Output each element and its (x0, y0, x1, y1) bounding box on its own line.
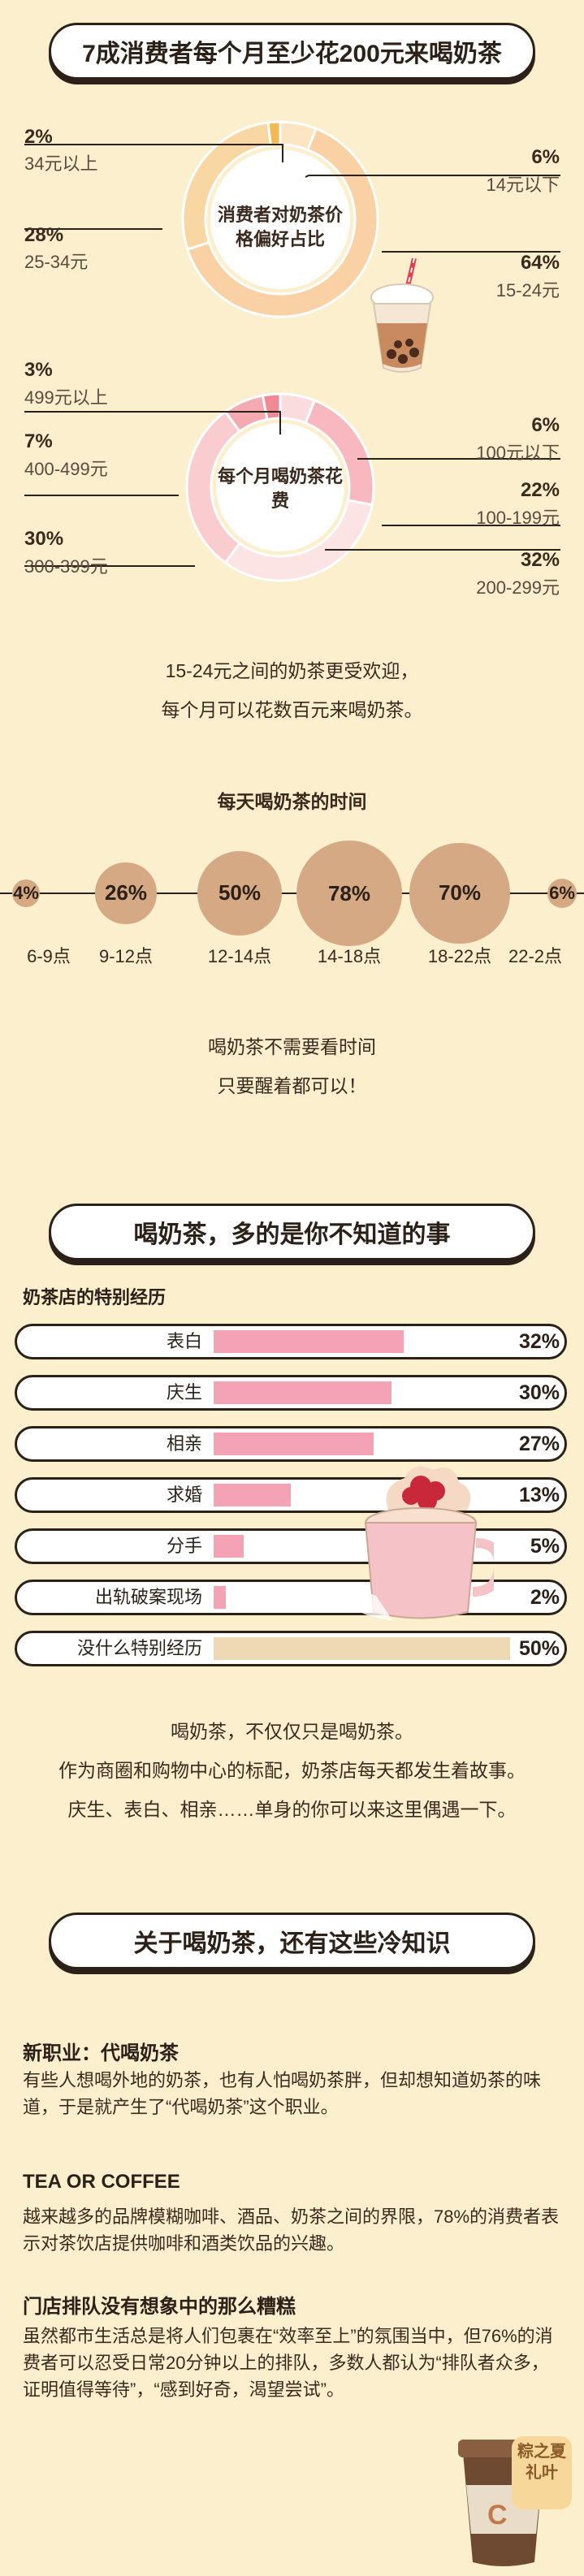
time-bubble-label-5: 22-2点 (508, 946, 563, 966)
donut1-center (210, 149, 350, 289)
donut1-label-2: 6% (531, 146, 560, 168)
bar-row-1: 庆生 30% (15, 1375, 567, 1411)
donut1-center-title: 消费者对奶茶价格偏好占比 (217, 205, 343, 249)
milk-tea-mug-icon (344, 1466, 494, 1620)
story-line-3: 庆生、表白、相亲……单身的你可以来这里偶遇一下。 (67, 1799, 517, 1820)
section3-title: 关于喝奶茶，还有这些冷知识 (49, 1913, 535, 1969)
experience-chart-title: 奶茶店的特别经历 (23, 1287, 167, 1307)
time-bubble-label-1: 9-12点 (98, 946, 154, 966)
svg-text:C: C (487, 2500, 508, 2531)
time-bubble-3: 78% (296, 841, 402, 946)
donut1-label-1: 28% (24, 224, 64, 246)
bar-fill-6 (214, 1637, 510, 1660)
donut2-label-4: 22% (520, 479, 560, 501)
donut2-cat-4: 100-199元 (476, 508, 560, 528)
bar-value-2: 27% (518, 1433, 560, 1455)
fact-1-title: 新职业：代喝奶茶 (23, 2042, 179, 2064)
donut2-cat-2: 300-399元 (24, 556, 108, 577)
time-bubble-5: 6% (547, 878, 578, 909)
donut2-cat-0: 499元以上 (24, 387, 108, 408)
bar-fill-2 (214, 1433, 374, 1455)
bar-row-2: 相亲 27% (15, 1426, 567, 1462)
bar-label-3: 求婚 (166, 1485, 202, 1505)
donut2-label-2: 30% (24, 528, 64, 550)
time-bubble-label-4: 18-22点 (427, 946, 492, 966)
donut1-cat-2: 14元以下 (486, 175, 560, 195)
bar-fill-5 (214, 1586, 226, 1609)
donut1-slice-3 (185, 127, 379, 318)
donut1-label-3: 64% (520, 252, 560, 274)
time-bubble-2: 50% (197, 850, 283, 936)
donut1-cat-1: 25-34元 (24, 252, 89, 272)
price-summary-line-1: 15-24元之间的奶茶更受欢迎， (165, 660, 419, 681)
fact-1-body: 有些人想喝外地的奶茶，也有人怕喝奶茶胖，但却想知道奶茶的味道，于是就产生了“代喝… (23, 2070, 542, 2117)
time-bubble-4: 70% (409, 843, 510, 944)
donut2-cat-5: 200-299元 (476, 577, 560, 598)
donut2-slice-0 (261, 392, 282, 421)
donut2-label-0: 3% (24, 359, 53, 381)
time-chart-title: 每天喝奶茶的时间 (217, 791, 367, 812)
bar-label-2: 相亲 (166, 1433, 202, 1454)
donut2-cat-3: 100元以下 (476, 443, 560, 463)
story-line-1: 喝奶茶，不仅仅只是喝奶茶。 (171, 1721, 413, 1742)
bar-row-5: 出轨破案现场 2% (15, 1580, 567, 1615)
fact-3-title: 门店排队没有想象中的那么糟糕 (23, 2296, 296, 2318)
header-title: 7成消费者每个月至少花200元来喝奶茶 (49, 23, 535, 80)
bubble-tea-cup-icon (370, 258, 434, 373)
donut1-slice-0 (266, 120, 282, 147)
donut1-cat-3: 15-24元 (495, 280, 560, 300)
donut1-cat-0: 34元以上 (24, 153, 98, 174)
donut2-center (216, 423, 344, 551)
section2-title: 喝奶茶，多的是你不知道的事 (49, 1204, 535, 1260)
time-summary-line-1: 喝奶茶不需要看时间 (208, 1036, 376, 1057)
bar-label-1: 庆生 (166, 1382, 202, 1403)
fact-3-body: 虽然都市生活总是将人们包裹在“效率至上”的氛围当中，但76%的消费者可以忍受日常… (23, 2326, 553, 2400)
donut2-label-1: 7% (24, 430, 53, 452)
bar-value-1: 30% (518, 1381, 560, 1404)
bar-label-5: 出轨破案现场 (94, 1587, 202, 1607)
bar-row-3: 求婚 13% (15, 1477, 567, 1513)
donut2-center-title: 每个月喝奶茶花费 (217, 466, 343, 511)
monthly-spend-donut (24, 392, 560, 582)
bar-label-6: 没什么特别经历 (76, 1638, 202, 1658)
price-preference-donut (24, 120, 560, 318)
bar-fill-3 (214, 1484, 291, 1506)
bar-value-5: 2% (530, 1586, 560, 1609)
bar-row-0: 表白 32% (15, 1324, 567, 1359)
bar-fill-0 (214, 1330, 404, 1353)
bar-value-3: 13% (518, 1484, 560, 1506)
bar-label-0: 表白 (166, 1331, 202, 1351)
donut2-label-5: 32% (520, 549, 560, 571)
donut1-label-0: 2% (24, 126, 53, 148)
bar-label-4: 分手 (166, 1536, 202, 1556)
bar-value-6: 50% (518, 1637, 560, 1660)
donut2-label-3: 6% (531, 414, 560, 436)
donut2-cat-1: 400-499元 (24, 459, 108, 479)
time-summary-line-2: 只要醒着都可以！ (217, 1075, 367, 1096)
bar-value-0: 32% (518, 1330, 560, 1353)
bar-fill-1 (214, 1381, 391, 1404)
price-summary-line-2: 每个月可以花数百元来喝奶茶。 (161, 699, 423, 720)
time-bubble-label-2: 12-14点 (207, 946, 272, 966)
time-bubble-label-3: 14-18点 (317, 946, 382, 966)
bar-fill-4 (214, 1535, 244, 1558)
time-bubble-label-0: 6-9点 (27, 946, 71, 966)
bar-value-4: 5% (530, 1535, 560, 1558)
story-line-2: 作为商圈和购物中心的标配，奶茶店每天都发生着故事。 (58, 1760, 526, 1781)
fact-2-title: TEA OR COFFEE (23, 2171, 180, 2193)
time-bubble-1: 26% (95, 862, 157, 924)
bar-row-6: 没什么特别经历 50% (15, 1631, 567, 1666)
brand-logo: 粽之夏礼叶 (512, 2436, 572, 2509)
time-bubble-0: 4% (12, 880, 40, 907)
fact-2-body: 越来越多的品牌模糊咖啡、酒品、奶茶之间的界限，78%的消费者表示对茶饮店提供咖啡… (23, 2206, 560, 2254)
